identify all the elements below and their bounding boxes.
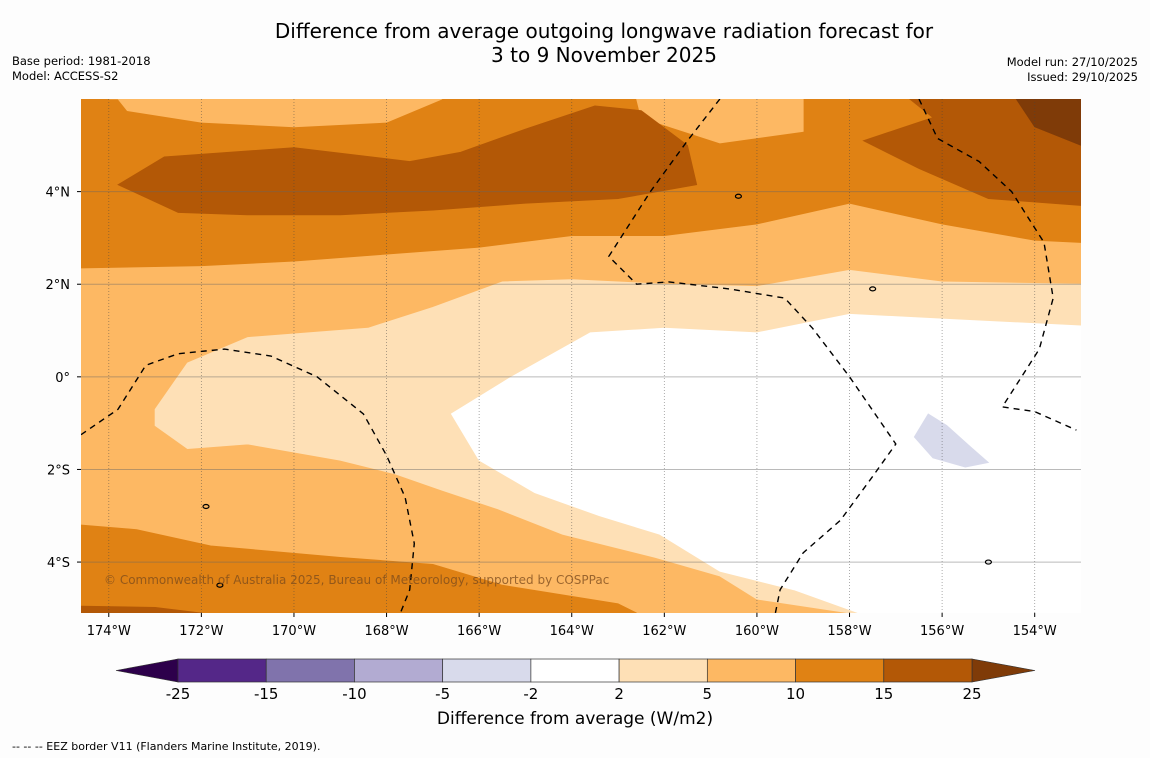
islands (202, 193, 993, 588)
colorbar-tick-label: -15 (254, 685, 279, 700)
island-islet-3 (216, 582, 224, 588)
base-period: Base period: 1981-2018 (12, 54, 151, 68)
contour-region-1 (108, 99, 443, 128)
colorbar-bin (795, 658, 885, 683)
colorbar-bin (354, 658, 444, 683)
copyright-text: © Commonwealth of Australia 2025, Bureau… (104, 573, 609, 587)
lon-tick-label: 170°W (272, 624, 316, 639)
map-figure: © Commonwealth of Australia 2025, Bureau… (46, 99, 1081, 700)
colorbar-low-extend (115, 658, 179, 683)
meta-right: Model run: 27/10/2025 Issued: 29/10/2025 (1007, 55, 1138, 85)
issued-date: Issued: 29/10/2025 (1027, 70, 1138, 84)
lon-tick-label: 174°W (87, 624, 131, 639)
title-line-2: 3 to 9 November 2025 (491, 43, 717, 67)
lat-tick-label: 2°S (47, 463, 70, 478)
colorbar-bin (177, 658, 267, 683)
colorbar-bin (706, 658, 796, 683)
colorbar-tick-label: 25 (962, 685, 981, 700)
lat-tick-label: 4°S (47, 556, 70, 571)
gridlines (81, 99, 1081, 613)
contour-region-7 (450, 313, 1081, 613)
title-line-1: Difference from average outgoing longwav… (274, 19, 934, 43)
eez-border-line (918, 99, 1077, 431)
contour-region-10 (81, 605, 202, 613)
lon-tick-label: 172°W (179, 624, 223, 639)
lat-tick-label: 2°N (46, 278, 71, 293)
colorbar-tick-label: 5 (703, 685, 713, 700)
longitude-labels: 174°W 172°W 170°W 168°W 166°W 164°W 162°W 160°W… (87, 613, 1057, 639)
colorbar-tick-label: -2 (523, 685, 538, 700)
colorbar-tick-label: 2 (614, 685, 624, 700)
eez-borders (81, 99, 1077, 613)
eez-border-line (607, 99, 897, 613)
contour-region-4 (862, 99, 1081, 206)
colorbar-bin (618, 658, 708, 683)
colorbar-bin (883, 658, 973, 683)
colorbar-tick-label: 15 (874, 685, 893, 700)
lon-tick-label: 166°W (457, 624, 501, 639)
chart-title: Difference from average outgoing longwav… (0, 19, 1150, 67)
model-name: Model: ACCESS-S2 (12, 69, 119, 83)
lon-tick-label: 158°W (827, 624, 871, 639)
lon-tick-label: 154°W (1013, 624, 1057, 639)
lon-tick-label: 164°W (550, 624, 594, 639)
island-atoll-1 (869, 286, 877, 292)
colorbar-bin (442, 658, 532, 683)
eez-border-line (81, 348, 416, 613)
latitude-labels: 4°N 2°N 0° 2°S 4°S (46, 186, 81, 571)
lon-tick-label: 162°W (642, 624, 686, 639)
eez-footnote: -- -- -- EEZ border V11 (Flanders Marine… (12, 740, 321, 753)
lon-tick-label: 168°W (364, 624, 408, 639)
colorbar-tick-label: -25 (166, 685, 191, 700)
lat-tick-label: 4°N (46, 186, 71, 201)
island-atoll-2 (734, 193, 743, 199)
colorbar-bin (265, 658, 355, 683)
contour-region-3 (117, 105, 698, 216)
colorbar-tick-label: -10 (342, 685, 367, 700)
lon-tick-label: 156°W (920, 624, 964, 639)
colorbar: -25 -15 -10 -5 -2 2 5 10 15 25 (115, 658, 1036, 700)
contour-region-5 (1015, 99, 1081, 146)
colorbar-tick-label: 10 (786, 685, 805, 700)
colorbar-label: Difference from average (W/m2) (436, 709, 714, 729)
contour-regions (81, 99, 1081, 613)
colorbar-tick-label: -5 (435, 685, 450, 700)
model-run: Model run: 27/10/2025 (1006, 55, 1138, 69)
lon-tick-label: 160°W (735, 624, 779, 639)
colorbar-bin (530, 658, 620, 683)
island-islet-2 (984, 559, 993, 565)
meta-left: Base period: 1981-2018 Model: ACCESS-S2 (12, 54, 151, 84)
contour-region-8 (913, 413, 990, 468)
island-islet-1 (202, 503, 210, 510)
contour-region-9 (81, 524, 637, 613)
colorbar-high-extend (971, 658, 1036, 683)
lat-tick-label: 0° (55, 371, 70, 386)
